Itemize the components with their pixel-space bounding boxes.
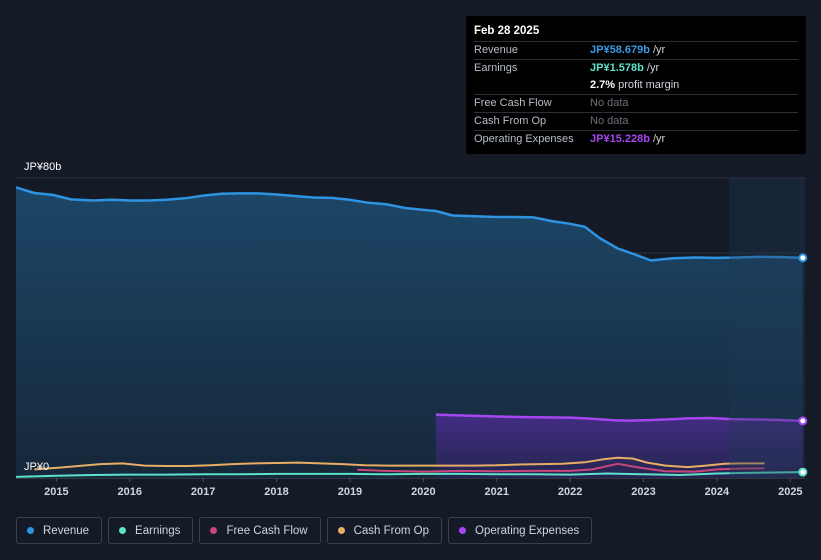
legend-label: Earnings: [135, 524, 181, 537]
x-tick-label: 2022: [558, 486, 582, 498]
tooltip-row-cfo: Cash From Op No data: [474, 112, 798, 130]
legend-label: Operating Expenses: [475, 524, 580, 537]
tooltip-date: Feb 28 2025: [474, 25, 540, 37]
tooltip-label: Revenue: [474, 44, 519, 56]
legend-dot: [210, 527, 218, 534]
tooltip-value-cfo: No data: [590, 115, 629, 127]
legend-dot: [337, 527, 345, 534]
tooltip-row-revenue: Revenue JP¥58.679b /yr: [474, 41, 798, 59]
tooltip-row-earnings: Earnings JP¥1.578b /yr: [474, 59, 798, 77]
revenue-area: [16, 187, 803, 478]
tooltip-unit: /yr: [643, 62, 660, 74]
tooltip-unit: /yr: [649, 44, 666, 56]
legend-item-free-cash-flow[interactable]: Free Cash Flow: [199, 517, 321, 544]
tooltip-unit: profit margin: [615, 79, 680, 91]
legend: Revenue Earnings Free Cash Flow Cash Fro…: [16, 517, 593, 546]
tooltip-label: Cash From Op: [474, 115, 547, 127]
y-axis-bottom-label: JP¥0: [24, 461, 49, 473]
x-tick-label: 2021: [484, 486, 508, 498]
legend-item-cash-from-op[interactable]: Cash From Op: [326, 517, 443, 544]
x-tick-label: 2019: [338, 486, 362, 498]
tooltip-row-opex: Operating Expenses JP¥15.228b /yr: [474, 130, 798, 148]
x-tick-label: 2016: [118, 486, 142, 498]
x-tick-label: 2017: [191, 486, 215, 498]
tooltip-label: Free Cash Flow: [474, 97, 552, 109]
tooltip-unit: /yr: [649, 133, 666, 145]
x-tick-label: 2024: [705, 486, 730, 498]
tooltip-value-fcf: No data: [590, 97, 629, 109]
tooltip-label: Earnings: [474, 62, 518, 74]
legend-item-revenue[interactable]: Revenue: [16, 517, 103, 544]
forecast-region: [729, 178, 805, 478]
free-cash-flow-line: [357, 462, 765, 473]
tooltip-value-revenue: JP¥58.679b: [590, 44, 650, 56]
tooltip-row-fcf: Free Cash Flow No data: [474, 94, 798, 112]
tooltip-value-earnings: JP¥1.578b: [590, 62, 644, 74]
tooltip-value-margin: 2.7%: [590, 79, 616, 91]
x-tick-label: 2018: [264, 486, 288, 498]
x-tick-label: 2023: [631, 486, 655, 498]
tooltip-row-margin: 2.7% profit margin: [474, 77, 798, 94]
tooltip-label: [474, 77, 590, 94]
earnings-line: [15, 471, 803, 478]
legend-item-earnings[interactable]: Earnings: [108, 517, 194, 544]
cash-from-op-line: [34, 456, 765, 471]
tooltip: Feb 28 2025 Revenue JP¥58.679b /yr Earni…: [466, 16, 806, 154]
operating-expenses-line: [435, 413, 803, 423]
legend-label: Cash From Op: [353, 524, 430, 537]
legend-dot: [119, 527, 127, 534]
legend-dot: [27, 527, 34, 534]
y-axis-top-label: JP¥80b: [24, 161, 61, 173]
tooltip-label: Operating Expenses: [474, 133, 574, 145]
revenue-endpoint: [798, 253, 808, 263]
tooltip-value-opex: JP¥15.228b: [590, 133, 650, 145]
operating-expenses-endpoint: [798, 416, 808, 426]
revenue-line: [15, 186, 803, 262]
x-tick-label: 2020: [411, 486, 435, 498]
legend-label: Revenue: [43, 524, 90, 537]
legend-dot: [459, 527, 467, 534]
operating-expenses-area: [435, 414, 803, 478]
x-tick-label: 2025: [778, 486, 802, 498]
legend-label: Free Cash Flow: [226, 524, 308, 537]
legend-item-operating-expenses[interactable]: Operating Expenses: [448, 517, 593, 544]
x-tick-label: 2015: [44, 486, 68, 498]
earnings-endpoint: [798, 467, 808, 477]
